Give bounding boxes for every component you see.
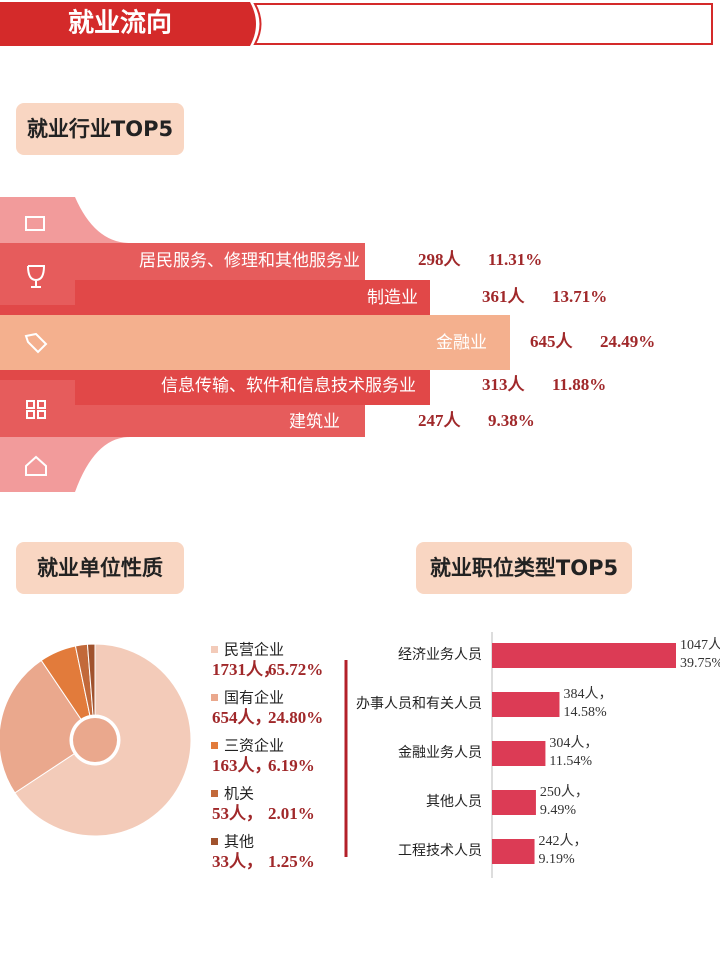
- value-label: 1731人，: [212, 660, 280, 679]
- pie-slice: [14, 643, 192, 837]
- share-label: 6.19%: [268, 756, 315, 775]
- industry-share: 11.31%: [488, 250, 542, 269]
- industry-graphic: [0, 197, 510, 492]
- y-tick-label: 工程技术人员: [398, 843, 482, 859]
- y-tick-label: 金融业务人员: [398, 745, 482, 761]
- bar: [492, 839, 535, 864]
- icons: [24, 216, 48, 476]
- legend-swatch: [211, 790, 218, 797]
- value-label: 304人，: [549, 735, 598, 751]
- header-frame: [253, 3, 713, 45]
- center-icon: [73, 718, 117, 762]
- industry-share: 13.71%: [552, 287, 607, 306]
- fan-piece: [0, 243, 75, 305]
- legend-swatch: [211, 694, 218, 701]
- fan-piece: [0, 197, 130, 243]
- share-label: 14.58%: [563, 705, 607, 720]
- value-label: 53人，: [212, 804, 263, 823]
- icon-briefcase: [25, 216, 45, 231]
- industry-share: 9.38%: [488, 411, 535, 430]
- y-tick-label: 经济业务人员: [398, 647, 482, 663]
- industry-count: 247人: [418, 411, 462, 430]
- section-title: 就业单位性质: [37, 556, 163, 580]
- section-box: [416, 542, 632, 594]
- share-label: 39.75%: [680, 656, 720, 671]
- legend-label: 国有企业: [224, 689, 284, 707]
- legend-label: 其他: [224, 833, 254, 851]
- value-label: 384人，: [563, 686, 612, 702]
- industry-name: 建筑业: [289, 412, 340, 432]
- share-label: 9.19%: [539, 852, 576, 867]
- industry-share: 11.88%: [552, 375, 606, 394]
- share-label: 11.54%: [549, 754, 592, 769]
- share-label: 65.72%: [268, 660, 323, 679]
- value-label: 33人，: [212, 852, 263, 871]
- legend-label: 民营企业: [224, 641, 284, 659]
- industry-name: 居民服务、修理和其他服务业: [139, 251, 360, 271]
- industry-name: 金融业: [436, 333, 487, 353]
- icon-grid: [26, 400, 46, 419]
- section-title: 就业职位类型TOP5: [430, 556, 618, 580]
- bar: [492, 643, 676, 668]
- bar: [492, 741, 546, 766]
- header-title: 就业流向: [68, 8, 172, 39]
- industry-count: 361人: [482, 287, 526, 306]
- bar: [492, 692, 560, 717]
- legend-swatch: [211, 646, 218, 653]
- section-title: 就业行业TOP5: [27, 117, 173, 141]
- pie-slice: [0, 659, 82, 794]
- legend-label: 三资企业: [224, 737, 284, 755]
- industry-name: 信息传输、软件和信息技术服务业: [161, 376, 416, 396]
- value-label: 250人，: [540, 784, 589, 800]
- industry-count: 313人: [482, 375, 526, 394]
- value-label: 654人，: [212, 708, 272, 727]
- industry-share: 24.49%: [600, 332, 655, 351]
- icon-trophy: [27, 265, 46, 288]
- section-box: [16, 103, 184, 155]
- value-label: 163人，: [212, 756, 272, 775]
- industry-bar: [0, 315, 510, 370]
- section-box: [16, 542, 184, 594]
- y-tick-label: 其他人员: [426, 794, 482, 810]
- fan-piece: [0, 437, 130, 492]
- share-label: 1.25%: [268, 852, 315, 871]
- share-label: 24.80%: [268, 708, 323, 727]
- value-label: 1047人，: [680, 637, 720, 653]
- value-label: 242人，: [539, 833, 588, 849]
- legend-swatch: [211, 838, 218, 845]
- share-label: 2.01%: [268, 804, 315, 823]
- legend-swatch: [211, 742, 218, 749]
- legend-label: 机关: [224, 785, 254, 803]
- industry-count: 298人: [418, 250, 462, 269]
- industry-name: 制造业: [367, 288, 418, 308]
- pie-slice: [86, 643, 96, 716]
- icon-tag: [24, 332, 48, 354]
- y-tick-label: 办事人员和有关人员: [356, 696, 482, 712]
- header-tab: [0, 2, 256, 46]
- icon-home: [25, 455, 47, 476]
- share-label: 9.49%: [540, 803, 577, 818]
- industry-count: 645人: [530, 332, 574, 351]
- bar: [492, 790, 536, 815]
